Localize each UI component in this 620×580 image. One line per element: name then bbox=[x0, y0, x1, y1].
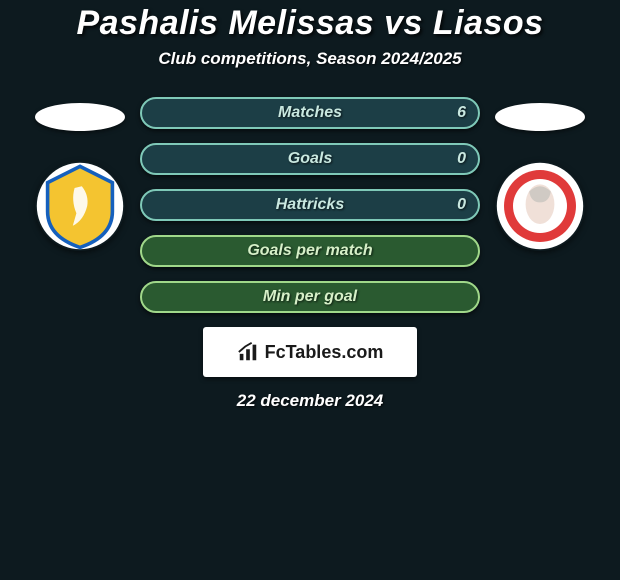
chart-icon bbox=[237, 341, 259, 363]
stat-value-right: 0 bbox=[457, 196, 466, 214]
stat-row: Goals 0 bbox=[140, 143, 480, 175]
stat-row: Min per goal bbox=[140, 281, 480, 313]
left-player-oval bbox=[35, 103, 125, 131]
page-subtitle: Club competitions, Season 2024/2025 bbox=[0, 49, 620, 69]
stat-label: Goals per match bbox=[247, 242, 372, 260]
stat-value-right: 0 bbox=[457, 150, 466, 168]
right-player-oval bbox=[495, 103, 585, 131]
stat-label: Min per goal bbox=[263, 288, 357, 306]
main-row: Matches 6 Goals 0 Hattricks 0 Goals per match M… bbox=[0, 97, 620, 313]
brand-box: FcTables.com bbox=[203, 327, 417, 377]
stat-label: Hattricks bbox=[276, 196, 344, 214]
footer: FcTables.com 22 december 2024 bbox=[0, 327, 620, 411]
away-team-badge bbox=[495, 161, 585, 251]
brand-text: FcTables.com bbox=[265, 342, 384, 363]
stat-row: Goals per match bbox=[140, 235, 480, 267]
stat-label: Matches bbox=[278, 104, 342, 122]
left-column bbox=[30, 97, 130, 251]
stat-value-right: 6 bbox=[457, 104, 466, 122]
stat-row: Hattricks 0 bbox=[140, 189, 480, 221]
stat-row: Matches 6 bbox=[140, 97, 480, 129]
stats-column: Matches 6 Goals 0 Hattricks 0 Goals per match M… bbox=[140, 97, 480, 313]
stat-label: Goals bbox=[288, 150, 332, 168]
away-badge-icon bbox=[495, 161, 585, 251]
date-text: 22 december 2024 bbox=[237, 391, 384, 411]
page-title: Pashalis Melissas vs Liasos bbox=[0, 4, 620, 43]
right-column bbox=[490, 97, 590, 251]
home-badge-icon bbox=[35, 161, 125, 251]
comparison-card: Pashalis Melissas vs Liasos Club competi… bbox=[0, 0, 620, 411]
home-team-badge bbox=[35, 161, 125, 251]
